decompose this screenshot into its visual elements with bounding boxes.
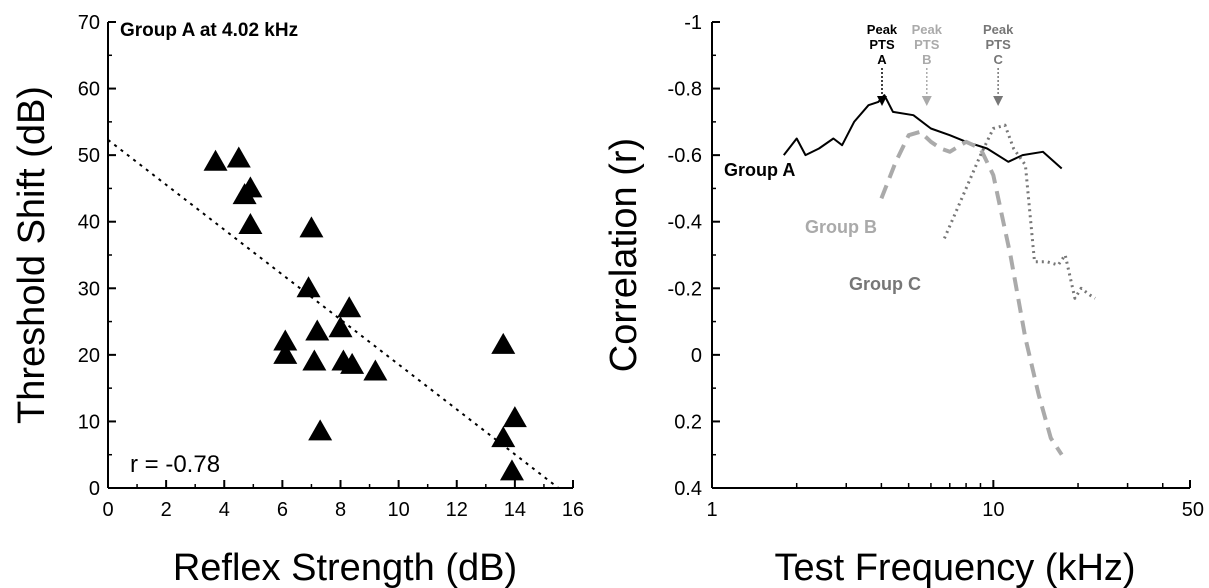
x-tick-label: 14 xyxy=(504,499,526,521)
x-tick-label: 0 xyxy=(102,499,113,521)
peak-label: Peak xyxy=(912,22,943,37)
y-tick-label: 20 xyxy=(78,345,100,367)
peak-arrow-head xyxy=(876,96,887,106)
x-axis-title: Test Frequency (kHz) xyxy=(774,547,1135,588)
data-point-triangle xyxy=(302,349,327,371)
scatter-panel: 0 2 4 6 8 10 12 14 16 0 10 20 30 40 50 60 70 Group A at … xyxy=(11,12,584,588)
peak-label: Peak xyxy=(867,22,898,37)
x-tick-label: 10 xyxy=(982,499,1004,521)
data-point-triangle xyxy=(337,296,362,318)
x-tick-label: 12 xyxy=(446,499,468,521)
data-point-triangle xyxy=(363,359,388,381)
y-tick-label: 0.2 xyxy=(674,411,702,433)
peak-label: PTS xyxy=(985,37,1011,52)
data-point-triangle xyxy=(273,342,298,364)
data-point-triangle xyxy=(238,176,263,198)
series-label: Group B xyxy=(805,217,877,237)
y-axis-title: Correlation (r) xyxy=(603,138,645,372)
peak-label: Peak xyxy=(983,22,1014,37)
data-point-triangle xyxy=(226,146,251,168)
y-tick-label: 0 xyxy=(89,478,100,500)
y-tick-label: -0.8 xyxy=(668,79,702,101)
data-point-triangle xyxy=(328,316,353,338)
x-tick-label: 1 xyxy=(706,499,717,521)
data-point-triangle xyxy=(203,149,228,171)
x-tick-label: 50 xyxy=(1182,499,1204,521)
y-tick-label: 30 xyxy=(78,278,100,300)
y-tick-label: -0.2 xyxy=(668,278,702,300)
series-line xyxy=(783,94,1063,170)
peak-label: PTS xyxy=(869,37,895,52)
y-tick-label: 0.4 xyxy=(674,478,702,500)
x-tick-label: 4 xyxy=(219,499,230,521)
peak-label: PTS xyxy=(914,37,940,52)
panel-title: Group A at 4.02 kHz xyxy=(120,20,298,41)
data-point-triangle xyxy=(273,329,298,351)
data-point-triangle xyxy=(305,319,330,341)
peak-arrow-head xyxy=(921,96,932,106)
series-label: Group A xyxy=(724,160,795,180)
data-point-triangle xyxy=(299,216,324,238)
y-tick-label: 50 xyxy=(78,145,100,167)
data-point-triangle xyxy=(238,213,263,235)
data-point-triangle xyxy=(296,276,321,298)
x-tick-label: 2 xyxy=(161,499,172,521)
peak-label: A xyxy=(877,52,887,67)
x-tick-label: 10 xyxy=(388,499,410,521)
y-tick-label: 40 xyxy=(78,212,100,234)
y-tick-label: 0 xyxy=(691,345,702,367)
y-tick-label: -0.4 xyxy=(668,212,702,234)
series-line xyxy=(879,129,1064,456)
x-tick-label: 6 xyxy=(277,499,288,521)
series-label: Group C xyxy=(849,274,921,294)
peak-label: C xyxy=(993,52,1003,67)
data-point-triangle xyxy=(340,352,365,374)
data-point-triangle xyxy=(499,459,524,481)
data-point-triangle xyxy=(491,332,516,354)
data-point-triangle xyxy=(502,406,527,428)
correlation-annotation: r = -0.78 xyxy=(130,451,220,478)
x-tick-label: 8 xyxy=(335,499,346,521)
data-point-triangle xyxy=(491,426,516,448)
y-tick-label: -1 xyxy=(684,12,702,34)
peak-label: B xyxy=(922,52,931,67)
line-panel: -1 -0.8 -0.6 -0.4 -0.2 0 0.2 0.41 10 50 Group A Gr… xyxy=(603,12,1204,588)
y-tick-label: 10 xyxy=(78,411,100,433)
x-axis-title: Reflex Strength (dB) xyxy=(173,547,517,588)
series-line xyxy=(943,123,1096,300)
y-tick-label: -0.6 xyxy=(668,145,702,167)
data-point-triangle xyxy=(308,419,333,441)
y-axis-title: Threshold Shift (dB) xyxy=(11,86,53,424)
y-tick-label: 70 xyxy=(78,12,100,34)
y-tick-label: 60 xyxy=(78,79,100,101)
regression-line xyxy=(107,139,560,489)
x-tick-label: 16 xyxy=(562,499,584,521)
peak-arrow-head xyxy=(993,96,1004,106)
